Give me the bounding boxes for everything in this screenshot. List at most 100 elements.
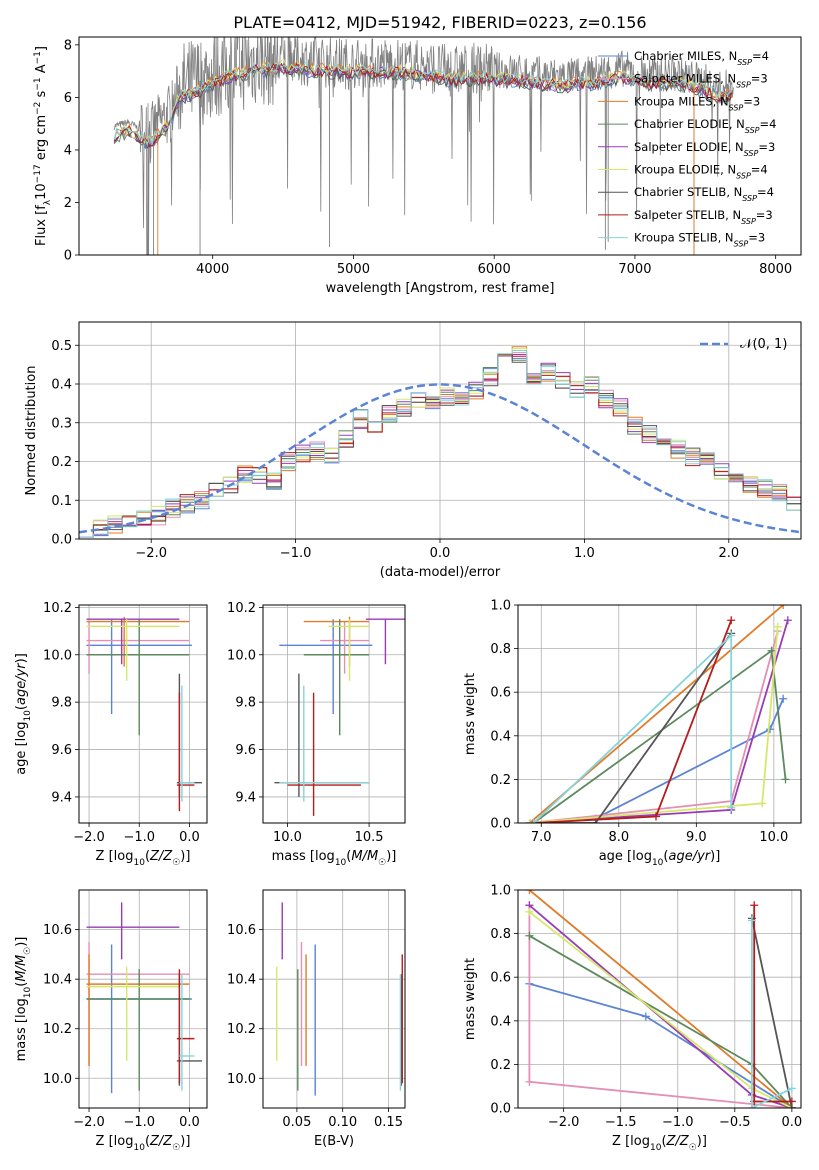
legend-sub: SSP [736,171,751,180]
y-tick-label: 0.6 [490,971,511,986]
weight-line [532,633,733,823]
y-tick-label: 10.4 [43,973,72,988]
label-part: mass [log [272,849,335,864]
label-part: Normed distribution [24,366,39,496]
histogram-chabrier-elodie [79,354,801,538]
weight-line [528,890,793,1108]
y-tick-label: 0.6 [490,686,511,701]
legend-label: Salpeter ELODIE, NSSP=3 [634,140,775,158]
plot-area [276,902,403,1096]
normal-curve [79,383,801,534]
x-tick-label: −2.0 [135,546,167,561]
y-tick-label: 1.0 [490,599,511,614]
label-part: mass weight [463,958,478,1040]
weight-marker [787,1084,796,1093]
weight-line [529,630,779,823]
weight-marker [767,646,776,655]
x-tick-label: −1.0 [123,830,155,845]
legend-name: Kroupa STELIB, N [634,231,734,245]
y-tick-label: 9.6 [51,743,72,758]
y-axis-label: mass [log10(M/M☉)] [14,937,33,1062]
figure-title: PLATE=0412, MJD=51942, FIBERID=0223, z=0… [233,13,646,32]
legend-sub: SSP [742,194,757,203]
label-part: ☉ [689,1143,697,1153]
label-part: 10 [23,710,33,722]
x-tick-label: 0.0 [179,1115,200,1130]
label-part: )] [14,937,29,947]
label-part: wavelength [Angstrom, rest frame] [326,281,555,296]
label-part: M/M [14,955,29,982]
x-tick-label: 0.05 [282,1115,311,1130]
y-tick-label: 0.2 [490,773,511,788]
y-tick-label: 0.0 [490,817,511,832]
weight-marker [641,1012,650,1021]
label-part: Z/Z [149,849,173,864]
y-tick-label: 10.2 [227,1022,256,1037]
axes-frame [78,321,802,540]
label-part: )] [697,1134,707,1149]
histogram-chabrier-stelib [79,353,801,538]
weight-marker [652,812,661,821]
x-tick-label: 10.5 [355,830,384,845]
axes-frame [78,36,802,256]
x-tick-label: 8000 [759,262,792,277]
y-tick-label: 10.4 [227,973,256,988]
x-tick-label: 1.0 [574,546,595,561]
y-tick-label: 0.3 [51,416,72,431]
model-spectrum-kroupa-stelib [113,61,733,147]
label-part: 10 [23,986,33,998]
y-axis-label: mass weight [463,958,478,1040]
y-tick-label: 0.4 [490,729,511,744]
panel-6: −2.0 −1.0 0.010.010.210.410.6Z [log10(Z/Z☉… [14,889,208,1153]
label-part: Z [log [96,1134,134,1149]
label-part: mass weight [463,673,478,755]
observed-spectrum [113,37,734,255]
chart-panels: 4000 5000 6000 7000 8000 0 2 4 6 8 wavelength [Ang… [14,36,803,1153]
weight-marker [783,616,792,625]
y-tick-label: 9.4 [51,790,72,805]
histogram-kroupa-elodie [79,348,801,538]
label-part: ( [145,1134,150,1149]
legend-label: Salpeter STELIB, NSSP=3 [634,208,773,226]
weight-marker [773,622,782,631]
axes-frame [78,889,208,1109]
x-tick-label: −1.0 [123,1115,155,1130]
model-spectrum-salpeter-stelib [113,62,733,147]
label-part: age/yr [14,662,29,705]
plot-area [79,346,801,538]
x-tick-label: 7000 [618,262,651,277]
weight-marker [787,1097,796,1106]
axes-frame [262,889,406,1109]
label-part: )] [14,653,29,663]
legend-n: =3 [743,94,760,108]
histogram-kroupa-stelib [79,350,801,538]
legend-name: Salpeter MILES, N [634,72,736,86]
legend-n: =4 [757,185,774,199]
y-tick-label: 8 [64,38,72,53]
weight-marker [765,725,774,734]
x-tick-label: 10.0 [759,830,788,845]
y-axis-label: Flux [fλ10−17 erg cm−2 s−1 A−1] [33,46,53,246]
axes-frame [517,889,802,1109]
y-tick-label: 0 [64,249,72,264]
x-tick-label: 6000 [478,262,511,277]
label-part: )] [386,849,396,864]
legend-name: Kroupa MILES, N [634,94,729,108]
weight-line [532,649,787,823]
legend-name: Salpeter STELIB, N [634,208,741,222]
y-tick-label: 0.2 [490,1058,511,1073]
label-part: Z/Z [149,1134,173,1149]
x-tick-label: −1.0 [280,546,312,561]
x-tick-label: 0.0 [782,1115,803,1130]
weight-line [533,632,732,823]
label-part: ( [14,982,29,987]
x-axis-label: wavelength [Angstrom, rest frame] [326,281,555,296]
y-tick-label: 10.2 [43,601,72,616]
panel-1: 4000 5000 6000 7000 8000 0 2 4 6 8 wavelength [Ang… [33,36,802,296]
label-part: ( [145,849,150,864]
legend-n: =3 [756,208,773,222]
weight-marker [758,799,767,808]
weight-marker [781,775,790,784]
